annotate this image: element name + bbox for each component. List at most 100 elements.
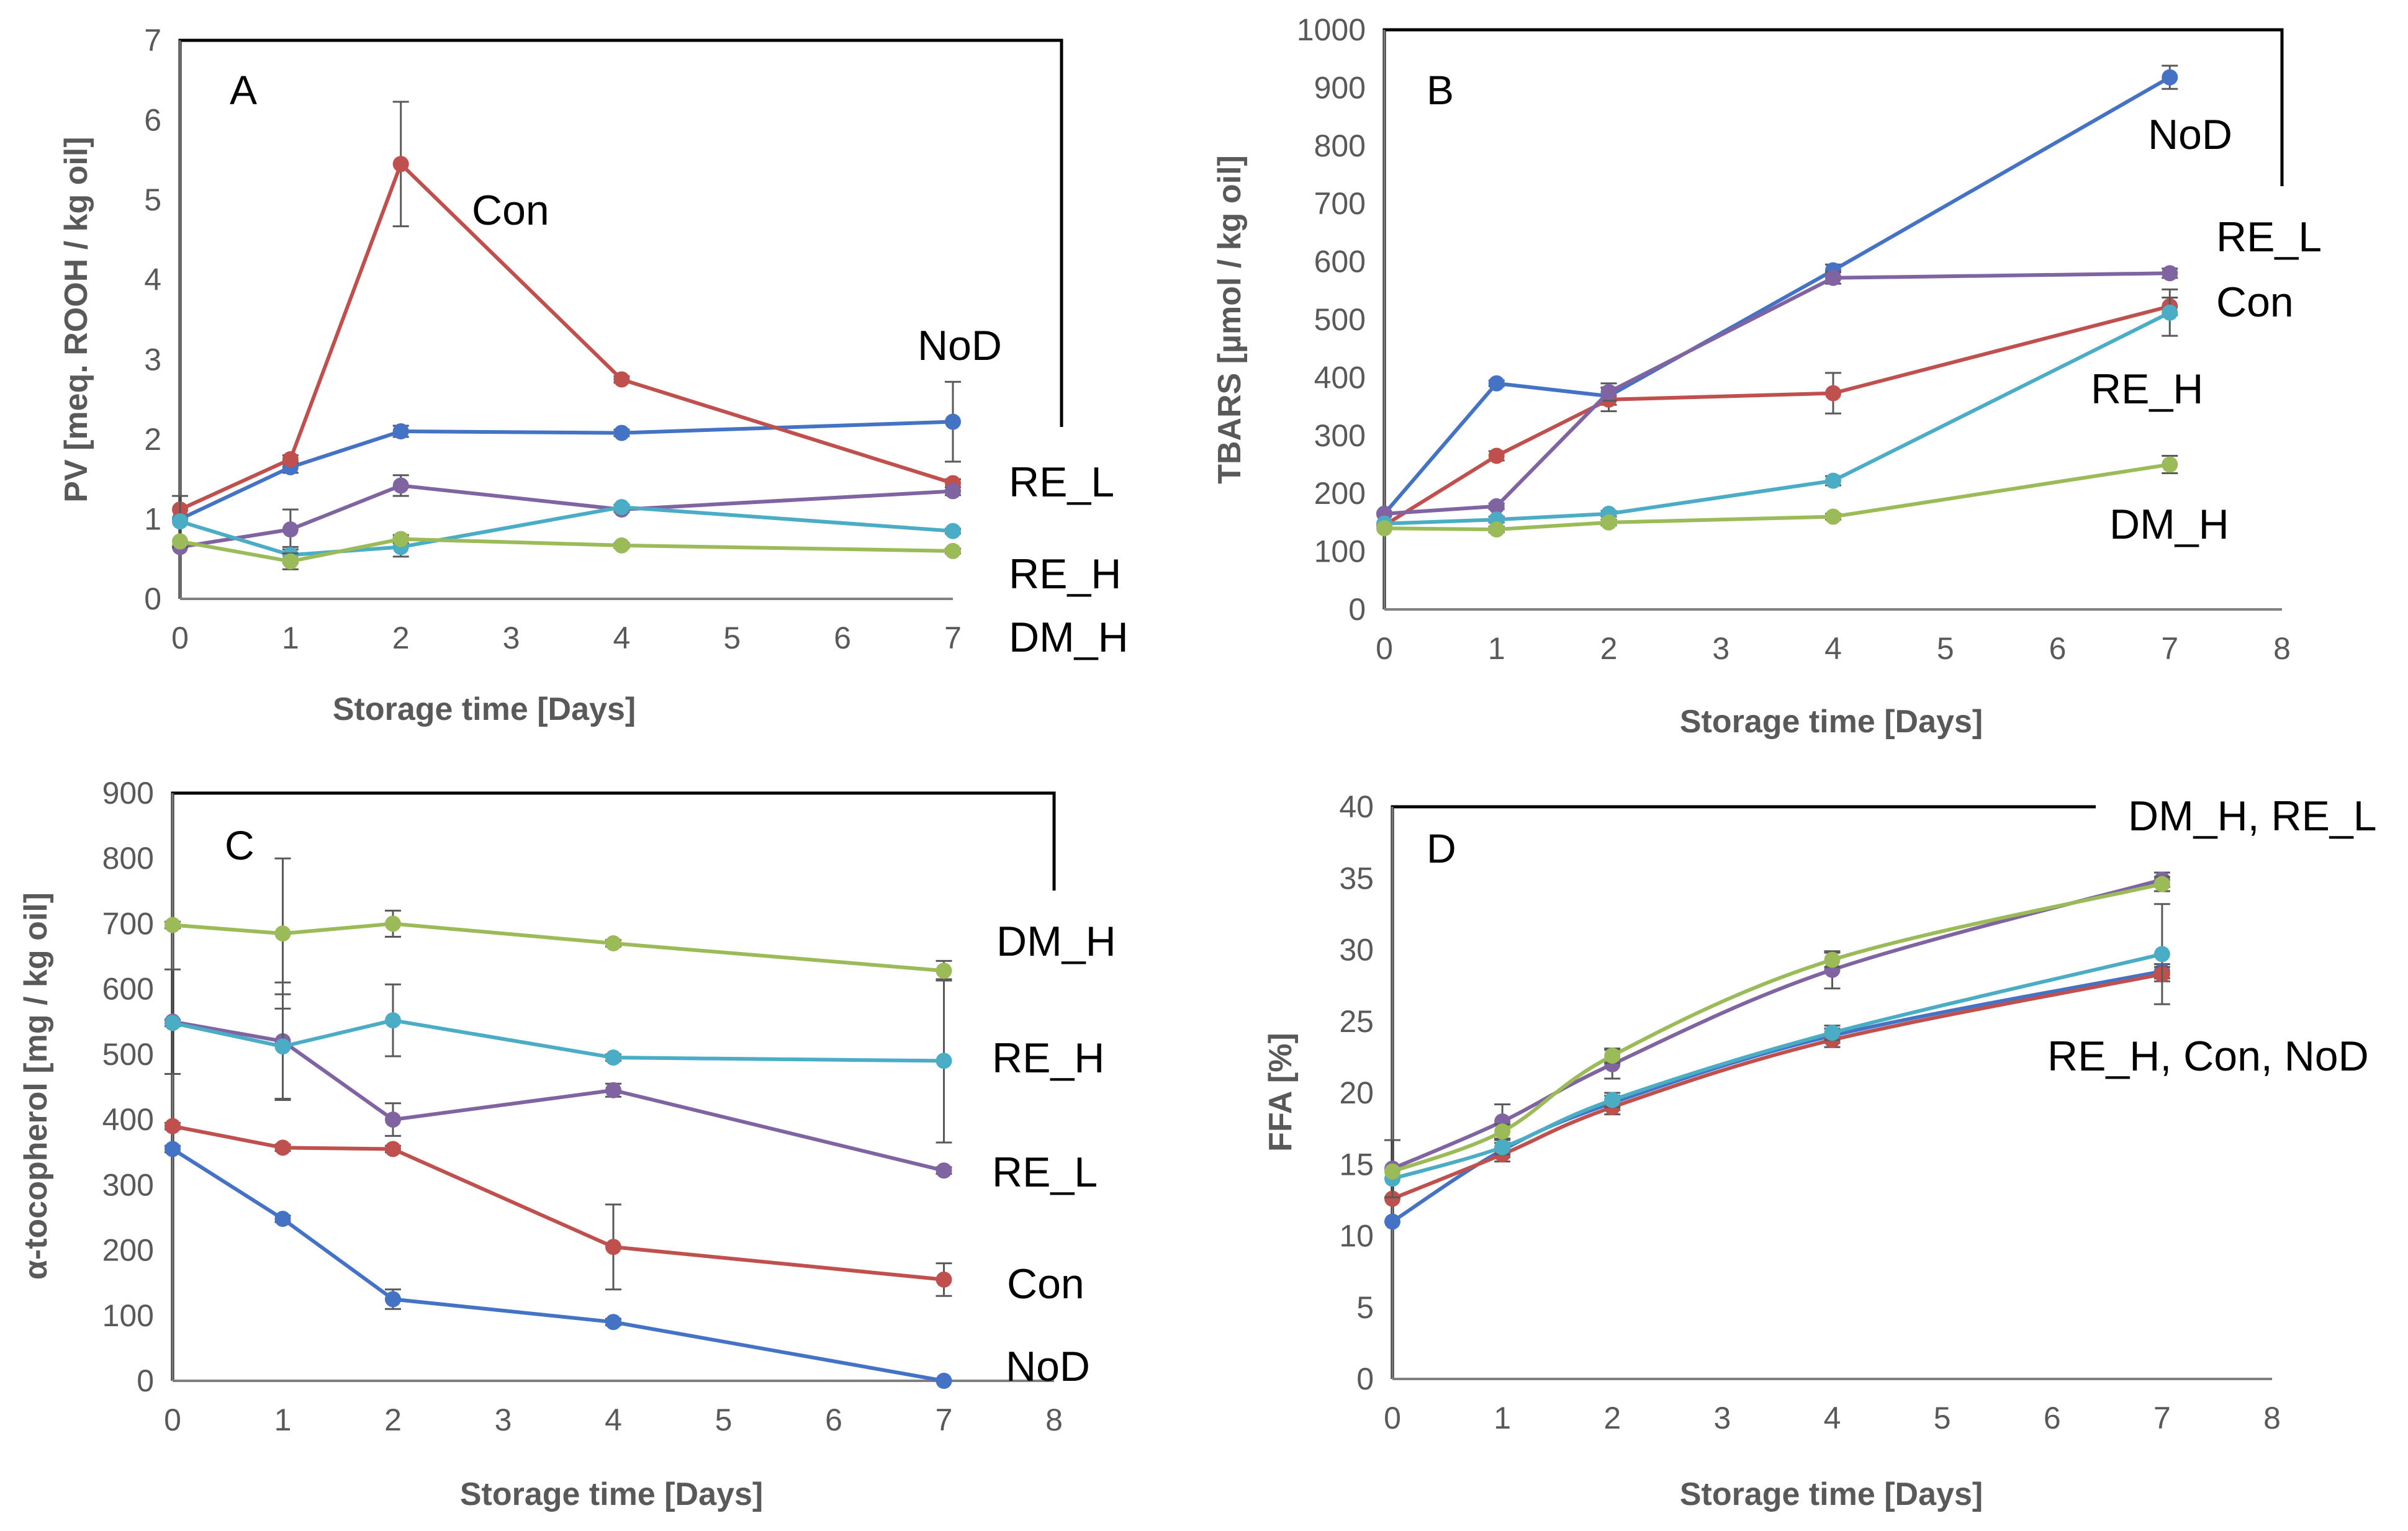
data-point xyxy=(605,935,621,952)
y-tick-label: 1000 xyxy=(1297,12,1366,47)
x-tick-label: 5 xyxy=(1937,631,1954,666)
x-tick-label: 0 xyxy=(1376,631,1393,666)
series-annotation: RE_H xyxy=(992,1035,1104,1082)
x-tick-label: 8 xyxy=(2263,1401,2281,1435)
series-annotation: Con xyxy=(2216,279,2294,326)
series-line xyxy=(1392,952,2163,1181)
series-annotation: DM_H xyxy=(996,918,1116,965)
data-point xyxy=(165,1141,181,1157)
data-point xyxy=(2162,69,2178,86)
x-tick-label: 4 xyxy=(1824,631,1842,666)
x-tick-label: 6 xyxy=(2049,631,2067,666)
data-point xyxy=(282,553,299,570)
data-point xyxy=(1604,1048,1621,1064)
data-point xyxy=(385,915,401,932)
x-tick-label: 4 xyxy=(605,1403,622,1437)
x-tick-label: 1 xyxy=(1488,631,1505,666)
data-point xyxy=(605,1314,621,1331)
x-tick-label: 6 xyxy=(825,1403,842,1437)
series-line xyxy=(1391,969,2163,1223)
x-axis-title: Storage time [Days] xyxy=(460,1476,763,1512)
data-point xyxy=(385,1291,401,1308)
data-point xyxy=(2162,456,2178,473)
data-point xyxy=(613,371,630,388)
data-point xyxy=(392,477,409,494)
series-annotation: DM_H xyxy=(1009,614,1129,661)
data-point xyxy=(2162,265,2178,282)
data-point xyxy=(1494,1139,1511,1156)
data-point xyxy=(1384,1163,1400,1180)
series-annotation: NoD xyxy=(918,322,1002,369)
x-tick-label: 3 xyxy=(1713,1401,1731,1435)
data-point xyxy=(1824,951,1841,968)
x-tick-label: 7 xyxy=(944,621,962,655)
y-tick-label: 4 xyxy=(144,263,161,297)
x-tick-label: 6 xyxy=(834,621,851,655)
series-line xyxy=(1391,882,2163,1174)
y-axis-title: FFA [%] xyxy=(1263,1033,1299,1152)
data-point xyxy=(1384,1213,1400,1230)
panel-letter: B xyxy=(1427,67,1454,113)
series-line xyxy=(1384,311,2171,526)
data-point xyxy=(1824,1025,1841,1041)
series-nod xyxy=(1384,963,2170,1230)
data-point xyxy=(1488,521,1505,538)
x-tick-label: 3 xyxy=(1712,631,1729,666)
data-point xyxy=(172,513,188,530)
chart-panel-d: 0 1 2 3 4 5 6 7 8 0 5 10 15 20 25 30 35 40 Storage time [D… xyxy=(1263,789,2377,1512)
data-point xyxy=(613,424,630,441)
x-tick-label: 3 xyxy=(503,621,520,655)
y-tick-label: 6 xyxy=(144,103,161,138)
series-annotation: DM_H xyxy=(2109,501,2229,548)
y-tick-label: 35 xyxy=(1339,861,1374,896)
series-line xyxy=(1382,75,2171,515)
y-tick-label: 0 xyxy=(1348,592,1366,627)
chart-panel-c: 0 1 2 3 4 5 6 7 8 0 100 200 300 400 500 600 700 800 900 Sto… xyxy=(18,776,1116,1512)
series-annotation: DM_H, RE_L xyxy=(2128,792,2377,840)
y-tick-label: 0 xyxy=(137,1363,154,1398)
x-tick-label: 7 xyxy=(936,1403,953,1437)
y-tick-label: 700 xyxy=(102,906,154,941)
series-line xyxy=(1391,972,2163,1201)
series-con xyxy=(165,1118,952,1297)
data-point xyxy=(605,1082,621,1098)
data-point xyxy=(274,1038,291,1055)
y-tick-label: 800 xyxy=(102,841,154,876)
x-tick-label: 4 xyxy=(613,621,631,655)
y-tick-label: 900 xyxy=(102,776,154,810)
series-annotation: RE_L xyxy=(992,1149,1098,1196)
data-point xyxy=(1825,385,1841,402)
data-point xyxy=(1600,514,1617,531)
series-annotation: RE_H xyxy=(1009,550,1121,598)
y-tick-label: 800 xyxy=(1314,128,1366,163)
series-annotation: Con xyxy=(472,187,549,234)
data-point xyxy=(2153,876,2170,892)
data-point xyxy=(274,925,291,942)
data-point xyxy=(936,1162,952,1179)
data-point xyxy=(1488,375,1505,392)
series-nod xyxy=(165,1141,952,1389)
data-point xyxy=(392,156,409,173)
data-point xyxy=(385,1111,401,1128)
x-tick-label: 1 xyxy=(282,621,299,655)
data-point xyxy=(605,1239,621,1255)
data-point xyxy=(274,1211,291,1228)
data-point xyxy=(1825,472,1841,489)
series-line xyxy=(1391,878,2163,1170)
y-tick-label: 5 xyxy=(1356,1290,1374,1325)
y-axis-title: TBARS [µmol / kg oil] xyxy=(1212,155,1248,484)
y-tick-label: 1 xyxy=(144,501,161,536)
panel-letter: D xyxy=(1427,825,1456,871)
data-point xyxy=(936,1271,952,1288)
panel-letter: A xyxy=(230,67,257,113)
x-tick-label: 2 xyxy=(1600,631,1618,666)
y-axis-title: α-tocopherol [mg / kg oil] xyxy=(18,892,54,1280)
data-point xyxy=(2153,946,2170,963)
y-tick-label: 400 xyxy=(1314,360,1366,395)
y-tick-label: 5 xyxy=(144,182,161,217)
y-tick-label: 500 xyxy=(1314,302,1366,337)
data-point xyxy=(282,451,299,467)
data-point xyxy=(613,499,630,516)
x-tick-label: 6 xyxy=(2044,1401,2061,1435)
